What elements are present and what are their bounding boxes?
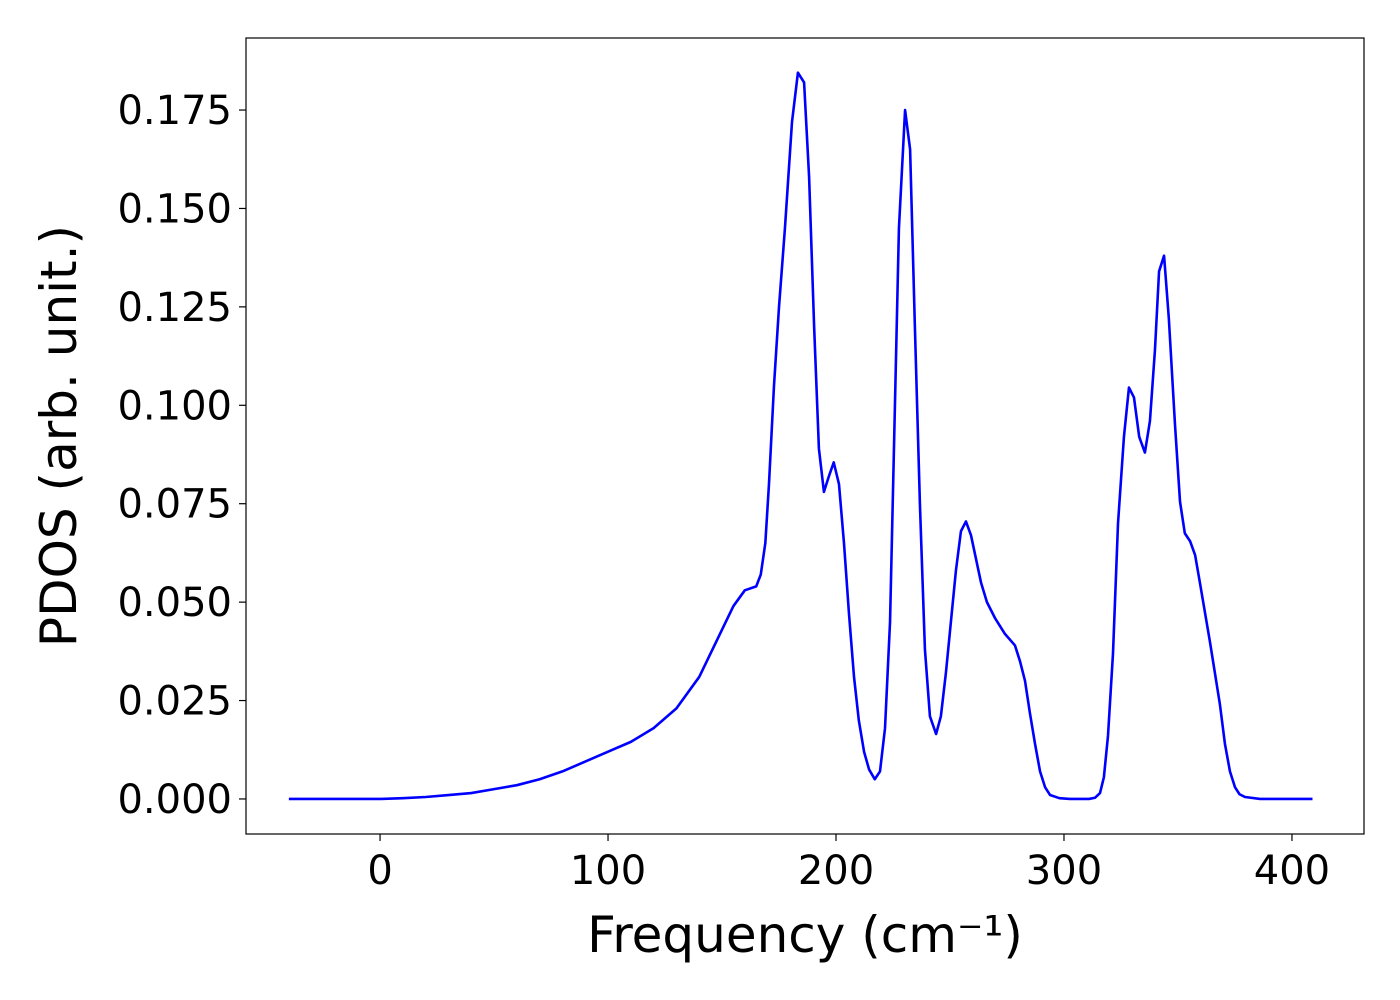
x-tick-label: 100 [570,848,646,894]
y-tick-label: 0.075 [117,482,232,528]
y-tick-label: 0.125 [117,285,232,331]
y-tick-label: 0.150 [117,186,232,232]
y-axis-label: PDOS (arb. unit.) [30,225,88,647]
x-tick-label: 200 [798,848,874,894]
line-series [288,71,1313,801]
y-tick-label: 0.175 [117,88,232,134]
x-tick-label: 300 [1026,848,1102,894]
y-tick-label: 0.050 [117,580,232,626]
y-tick-label: 0.025 [117,679,232,725]
x-tick-label: 0 [367,848,392,894]
y-tick-label: 0.000 [117,777,232,823]
x-tick-label: 400 [1254,848,1330,894]
plot-frame [245,37,1365,835]
y-tick-label: 0.100 [117,383,232,429]
x-axis-label: Frequency (cm⁻¹) [587,906,1023,964]
